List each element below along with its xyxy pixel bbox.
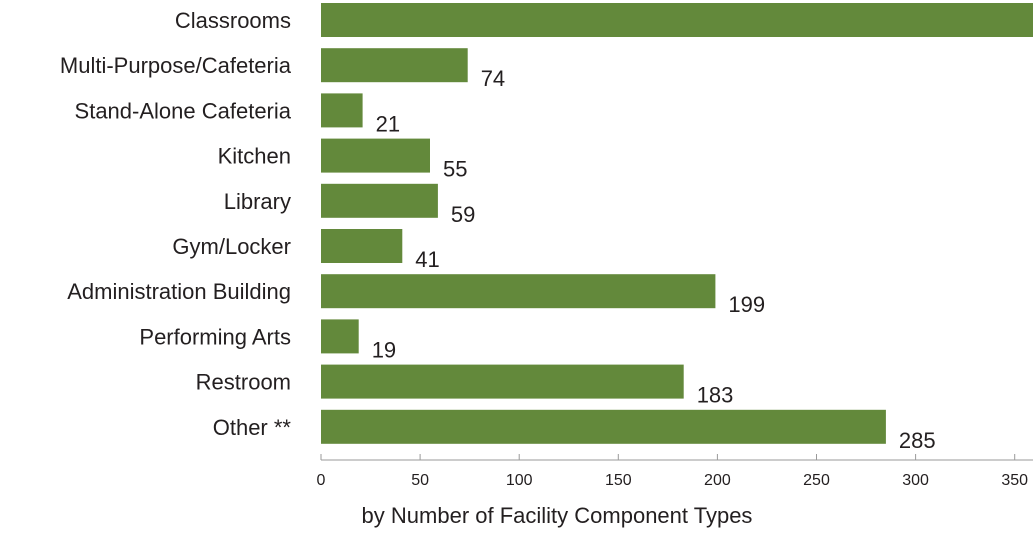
category-label: Other ** [213, 415, 292, 440]
category-label: Stand-Alone Cafeteria [75, 98, 292, 123]
bar [321, 364, 684, 399]
category-label: Library [224, 189, 291, 214]
x-axis-title: by Number of Facility Component Types [362, 503, 753, 528]
category-label: Performing Arts [139, 324, 291, 349]
x-tick-label: 150 [605, 472, 632, 489]
x-tick-label: 200 [704, 472, 731, 489]
bar [321, 138, 430, 173]
value-labels: 74 21 55 59 41 199 19 183 285 [372, 66, 936, 453]
bar [321, 229, 403, 263]
category-label: Administration Building [67, 279, 291, 304]
data-label: 59 [451, 202, 475, 227]
x-tick-label: 50 [411, 472, 429, 489]
data-label: 199 [728, 292, 765, 317]
bar [321, 48, 468, 83]
bar [321, 319, 359, 354]
x-tick-label: 100 [506, 472, 533, 489]
data-label: 19 [372, 337, 396, 362]
x-tick-label: 250 [803, 472, 830, 489]
data-label: 21 [376, 111, 400, 136]
category-label: Gym/Locker [172, 234, 291, 259]
bar [321, 3, 1033, 37]
x-tick-label: 350 [1001, 472, 1028, 489]
x-tick-label: 0 [317, 472, 326, 489]
x-axis: 0 50 100 150 200 250 300 350 [317, 454, 1033, 489]
data-label: 285 [899, 428, 936, 453]
category-label: Kitchen [218, 144, 291, 169]
data-label: 55 [443, 157, 467, 182]
category-labels: Classrooms Multi-Purpose/Cafeteria Stand-A… [60, 8, 292, 440]
data-label: 74 [481, 66, 505, 91]
bar [321, 409, 886, 444]
bars-group [321, 3, 1033, 444]
x-tick-label: 300 [902, 472, 929, 489]
bar [321, 183, 438, 218]
bar [321, 93, 363, 128]
category-label: Classrooms [175, 8, 291, 33]
data-label: 41 [415, 247, 439, 272]
bar [321, 274, 716, 309]
data-label: 183 [697, 383, 734, 408]
category-label: Multi-Purpose/Cafeteria [60, 53, 292, 78]
category-label: Restroom [196, 370, 291, 395]
